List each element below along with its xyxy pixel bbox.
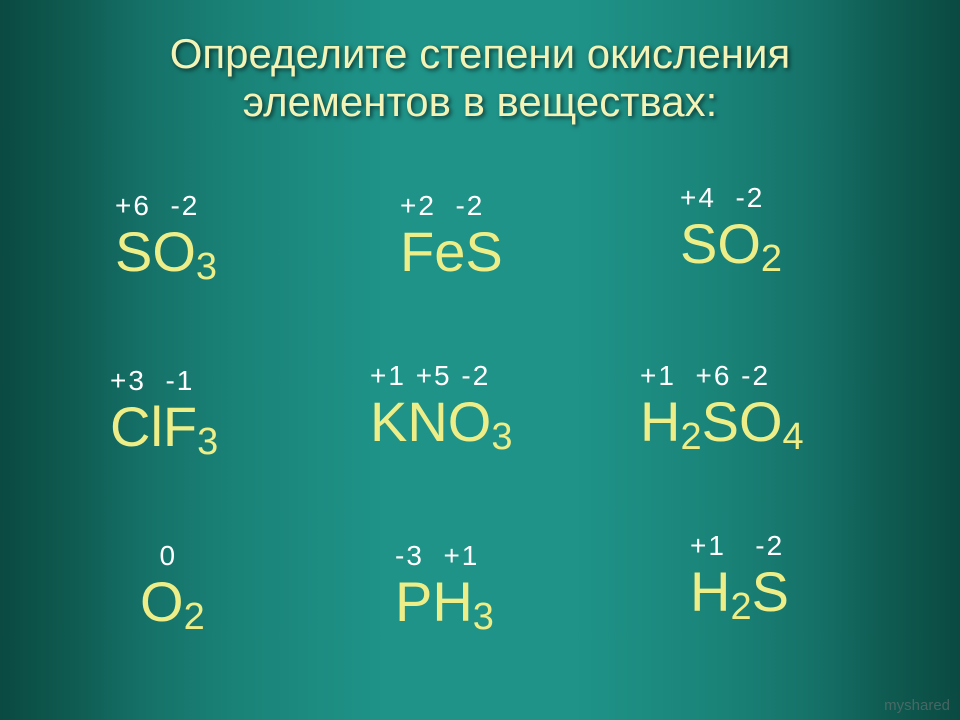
ox-kno3: +1 +5 -2 — [370, 360, 513, 392]
ox-fes: +2 -2 — [400, 190, 503, 222]
cell-ph3: -3 +1 PH3 — [395, 540, 494, 630]
cell-so2: +4 -2 SO2 — [680, 182, 782, 272]
slide-title: Определите степени окисления элементов в… — [0, 0, 960, 127]
watermark: myshared — [884, 697, 950, 714]
formula-h2so4: H2SO4 — [640, 394, 804, 450]
cell-h2s: +1 -2 H2S — [690, 530, 789, 620]
cell-so3: +6 -2 SO3 — [115, 190, 217, 280]
ox-h2so4: +1 +6 -2 — [640, 360, 804, 392]
ox-clf3: +3 -1 — [110, 365, 218, 397]
title-line-2: элементов в веществах: — [243, 78, 718, 125]
formula-kno3: KNO3 — [370, 394, 513, 450]
formula-o2: O2 — [140, 574, 205, 630]
formula-h2s: H2S — [690, 564, 789, 620]
ox-so2: +4 -2 — [680, 182, 782, 214]
formula-so3: SO3 — [115, 224, 217, 280]
cell-h2so4: +1 +6 -2 H2SO4 — [640, 360, 804, 450]
title-line-1: Определите степени окисления — [170, 30, 790, 77]
cell-clf3: +3 -1 ClF3 — [110, 365, 218, 455]
cell-fes: +2 -2 FeS — [400, 190, 503, 280]
formula-ph3: PH3 — [395, 574, 494, 630]
ox-o2: 0 — [140, 540, 205, 572]
formula-so2: SO2 — [680, 216, 782, 272]
formula-grid: +6 -2 SO3 +2 -2 FeS +4 -2 SO2 +3 -1 ClF3… — [0, 170, 960, 690]
ox-h2s: +1 -2 — [690, 530, 789, 562]
ox-ph3: -3 +1 — [395, 540, 494, 572]
formula-fes: FeS — [400, 224, 503, 280]
cell-o2: 0 O2 — [140, 540, 205, 630]
formula-clf3: ClF3 — [110, 399, 218, 455]
cell-kno3: +1 +5 -2 KNO3 — [370, 360, 513, 450]
ox-so3: +6 -2 — [115, 190, 217, 222]
